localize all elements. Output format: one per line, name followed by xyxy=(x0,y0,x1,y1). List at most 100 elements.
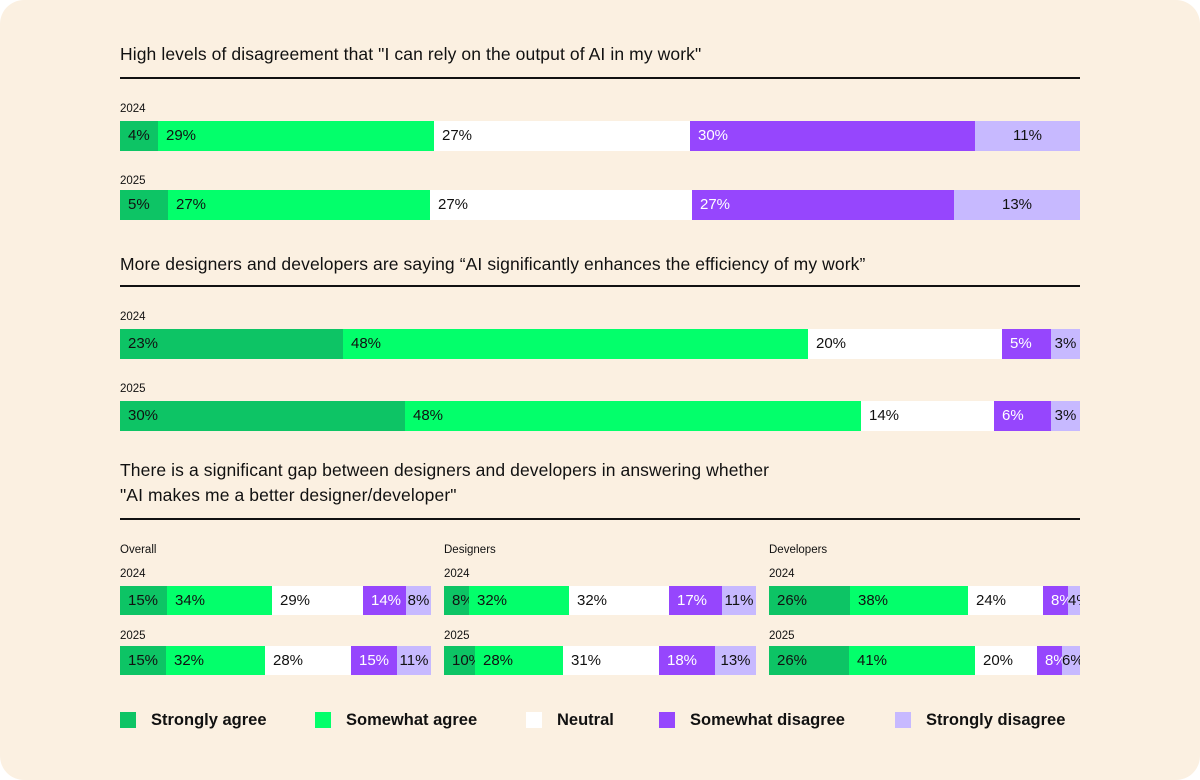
designers-bar-2024-label-strongly-agree: 8% xyxy=(452,592,469,609)
overall-bar-2024: 15% 34% 29% 14% 8% xyxy=(120,586,431,615)
designers-bar-2025: 10% 28% 31% 18% 13% xyxy=(444,646,756,675)
section-2-year-2024: 2024 xyxy=(120,311,146,323)
designers-bar-2024-label-somewhat-disagree: 17% xyxy=(677,592,708,609)
group-label-developers: Developers xyxy=(769,544,828,556)
section-2-bar-2025-label-neutral: 14% xyxy=(869,407,900,424)
section-2-bar-2025-label-somewhat-disagree: 6% xyxy=(1002,407,1024,424)
section-2-bar-2025-segment-somewhat-agree: 48% xyxy=(405,401,861,431)
developers-year-2024: 2024 xyxy=(769,568,795,580)
designers-bar-2025-segment-strongly-disagree: 13% xyxy=(715,646,756,675)
designers-bar-2025-label-somewhat-disagree: 18% xyxy=(667,652,698,669)
designers-bar-2024-label-neutral: 32% xyxy=(577,592,608,609)
designers-year-2025: 2025 xyxy=(444,630,470,642)
overall-bar-2024-label-strongly-agree: 15% xyxy=(128,592,159,609)
developers-bar-2024-segment-somewhat-agree: 38% xyxy=(850,586,968,615)
section-1-bar-2025-segment-strongly-disagree: 13% xyxy=(954,190,1080,220)
legend-label-somewhat-agree: Somewhat agree xyxy=(346,711,478,729)
section-2-bar-2024-label-strongly-disagree: 3% xyxy=(1054,335,1077,352)
legend-label-strongly-agree: Strongly agree xyxy=(151,711,267,729)
section-3-title-line-2: "AI makes me a better designer/developer… xyxy=(120,485,457,505)
section-1-bar-2024-label-neutral: 27% xyxy=(442,127,473,144)
developers-bar-2025-segment-somewhat-agree: 41% xyxy=(849,646,975,675)
designers-bar-2024: 8% 32% 32% 17% 11% xyxy=(444,586,756,615)
section-1-bar-2024-segment-strongly-agree: 4% xyxy=(120,121,158,151)
developers-bar-2024-label-somewhat-disagree: 8% xyxy=(1051,592,1068,609)
designers-bar-2025-label-neutral: 31% xyxy=(571,652,602,669)
section-2-bar-2025-segment-somewhat-disagree: 6% xyxy=(994,401,1051,431)
section-1-bar-2024-label-strongly-disagree: 11% xyxy=(1013,127,1042,144)
section-1-bar-2025-label-somewhat-disagree: 27% xyxy=(700,196,731,213)
legend-swatch-somewhat-agree xyxy=(315,712,331,728)
section-2-bar-2025-label-strongly-disagree: 3% xyxy=(1054,407,1077,424)
developers-bar-2024-label-strongly-agree: 26% xyxy=(777,592,808,609)
overall-bar-2025-label-somewhat-disagree: 15% xyxy=(359,652,390,669)
designers-bar-2024-label-strongly-disagree: 11% xyxy=(724,592,754,609)
legend-swatch-somewhat-disagree xyxy=(659,712,675,728)
group-label-designers: Designers xyxy=(444,544,496,556)
designers-bar-2024-segment-somewhat-disagree: 17% xyxy=(669,586,722,615)
section-2-year-2025: 2025 xyxy=(120,383,146,395)
overall-bar-2025-segment-strongly-disagree: 11% xyxy=(397,646,431,675)
legend-label-somewhat-disagree: Somewhat disagree xyxy=(690,711,845,729)
section-2-bar-2025-segment-strongly-agree: 30% xyxy=(120,401,405,431)
section-1-divider xyxy=(120,77,1080,79)
section-3-title-line-1: There is a significant gap between desig… xyxy=(120,460,770,480)
section-2-bar-2025-segment-neutral: 14% xyxy=(861,401,994,431)
developers-bar-2024-label-strongly-disagree: 4% xyxy=(1068,592,1080,609)
developers-bar-2025-segment-strongly-disagree: 6% xyxy=(1062,646,1080,675)
overall-bar-2024-label-somewhat-disagree: 14% xyxy=(371,592,402,609)
section-2-bar-2024-segment-strongly-disagree: 3% xyxy=(1051,329,1080,359)
overall-bar-2025-label-neutral: 28% xyxy=(273,652,304,669)
section-2-bar-2025-segment-strongly-disagree: 3% xyxy=(1051,401,1080,431)
developers-bar-2024-segment-somewhat-disagree: 8% xyxy=(1043,586,1068,615)
overall-year-2025: 2025 xyxy=(120,630,146,642)
section-2-bar-2024-label-somewhat-disagree: 5% xyxy=(1010,335,1032,352)
legend-swatch-strongly-disagree xyxy=(895,712,911,728)
section-1-title: High levels of disagreement that "I can … xyxy=(120,44,702,64)
legend-swatch-strongly-agree xyxy=(120,712,136,728)
overall-bar-2024-label-somewhat-agree: 34% xyxy=(175,592,206,609)
section-1-bar-2024-segment-neutral: 27% xyxy=(434,121,690,151)
designers-bar-2025-segment-somewhat-disagree: 18% xyxy=(659,646,715,675)
section-2-bar-2025: 30% 48% 14% 6% 3% xyxy=(120,401,1080,431)
section-2-bar-2025-label-somewhat-agree: 48% xyxy=(413,407,444,424)
section-1-bar-2024: 4% 29% 27% 30% 11% xyxy=(120,121,1080,151)
overall-bar-2024-label-strongly-disagree: 8% xyxy=(407,592,430,609)
overall-bar-2025-label-strongly-disagree: 11% xyxy=(399,652,429,669)
section-2-bar-2025-label-strongly-agree: 30% xyxy=(128,407,159,424)
overall-bar-2024-segment-strongly-agree: 15% xyxy=(120,586,167,615)
overall-bar-2024-segment-somewhat-agree: 34% xyxy=(167,586,272,615)
designers-year-2024: 2024 xyxy=(444,568,470,580)
overall-bar-2025: 15% 32% 28% 15% 11% xyxy=(120,646,431,675)
developers-bar-2024-label-neutral: 24% xyxy=(976,592,1007,609)
overall-bar-2025-label-somewhat-agree: 32% xyxy=(174,652,205,669)
section-1-bar-2025-label-strongly-agree: 5% xyxy=(128,196,150,213)
section-2-divider xyxy=(120,285,1080,287)
overall-bar-2025-segment-strongly-agree: 15% xyxy=(120,646,166,675)
legend-swatch-neutral xyxy=(526,712,542,728)
section-2-bar-2024-segment-neutral: 20% xyxy=(808,329,1002,359)
overall-bar-2025-segment-somewhat-disagree: 15% xyxy=(351,646,397,675)
overall-bar-2025-segment-somewhat-agree: 32% xyxy=(166,646,265,675)
section-2-bar-2024-label-strongly-agree: 23% xyxy=(128,335,159,352)
section-1-year-2024: 2024 xyxy=(120,103,146,115)
section-1-bar-2025-label-neutral: 27% xyxy=(438,196,469,213)
designers-bar-2025-segment-strongly-agree: 10% xyxy=(444,646,475,675)
section-1-bar-2024-segment-somewhat-agree: 29% xyxy=(158,121,434,151)
developers-bar-2025: 26% 41% 20% 8%6% xyxy=(769,646,1080,675)
designers-bar-2024-segment-strongly-agree: 8% xyxy=(444,586,469,615)
overall-bar-2024-segment-somewhat-disagree: 14% xyxy=(363,586,406,615)
section-2-bar-2024-label-neutral: 20% xyxy=(816,335,847,352)
section-1-bar-2024-segment-strongly-disagree: 11% xyxy=(975,121,1080,151)
section-1-bar-2024-label-strongly-agree: 4% xyxy=(128,127,150,144)
section-1-bar-2025: 5% 27% 27% 27% 13% xyxy=(120,190,1080,220)
section-2-bar-2024-segment-somewhat-disagree: 5% xyxy=(1002,329,1051,359)
overall-bar-2024-label-neutral: 29% xyxy=(280,592,311,609)
developers-bar-2024: 26% 38% 24% 8%4% xyxy=(769,586,1080,615)
developers-bar-2024-segment-neutral: 24% xyxy=(968,586,1043,615)
section-1-bar-2025-label-somewhat-agree: 27% xyxy=(176,196,207,213)
section-1-bar-2024-label-somewhat-agree: 29% xyxy=(166,127,197,144)
overall-bar-2025-segment-neutral: 28% xyxy=(265,646,351,675)
designers-bar-2024-segment-neutral: 32% xyxy=(569,586,669,615)
designers-bar-2024-segment-somewhat-agree: 32% xyxy=(469,586,569,615)
